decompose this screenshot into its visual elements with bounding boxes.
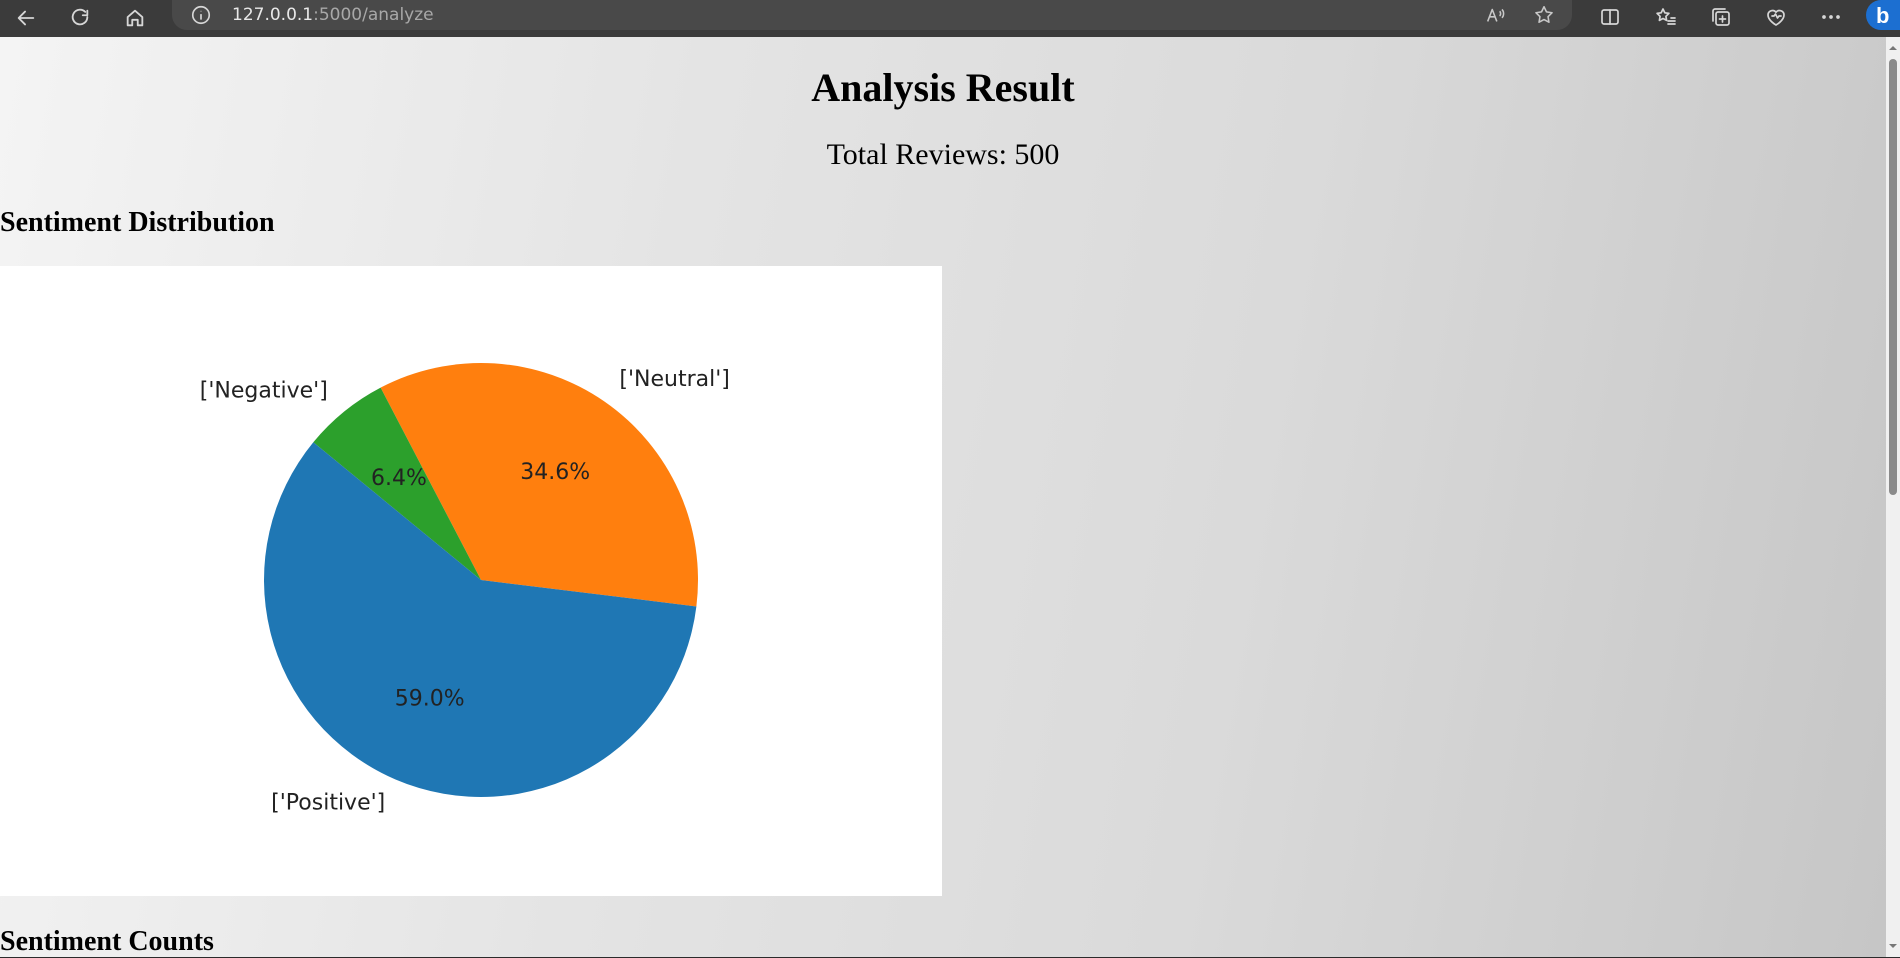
refresh-button[interactable]: [62, 3, 98, 33]
home-icon: [126, 9, 144, 27]
info-icon[interactable]: [190, 4, 212, 26]
pie-category-label-2: ['Positive']: [271, 790, 385, 815]
section-heading-counts: Sentiment Counts: [0, 926, 214, 957]
scroll-up-icon[interactable]: [1888, 43, 1898, 53]
read-aloud-icon[interactable]: [1482, 3, 1508, 27]
back-button[interactable]: [8, 3, 44, 33]
browser-toolbar: 127.0.0.1:5000/analyze b: [0, 0, 1900, 37]
scroll-down-icon[interactable]: [1888, 941, 1898, 951]
url-path: :5000/analyze: [313, 5, 434, 25]
browser-essentials-icon[interactable]: [1758, 2, 1794, 32]
section-heading-distribution: Sentiment Distribution: [0, 207, 275, 238]
refresh-icon: [71, 8, 89, 26]
pie-slice-0: [380, 363, 698, 607]
scroll-thumb[interactable]: [1889, 59, 1897, 495]
collections-icon[interactable]: [1703, 2, 1739, 32]
url-text[interactable]: 127.0.0.1:5000/analyze: [232, 5, 434, 25]
page-title: Analysis Result: [811, 65, 1075, 110]
more-options-icon[interactable]: [1813, 2, 1849, 32]
address-bar[interactable]: 127.0.0.1:5000/analyze: [172, 0, 1572, 30]
bing-icon: b: [1876, 3, 1890, 28]
pie-pct-label-0: 34.6%: [520, 460, 590, 485]
pie-pct-label-1: 6.4%: [371, 466, 427, 491]
page-scrollbar[interactable]: [1886, 37, 1900, 957]
favorites-icon[interactable]: [1648, 2, 1684, 32]
pie-pct-label-2: 59.0%: [395, 687, 465, 712]
total-reviews: Total Reviews: 500: [826, 138, 1060, 171]
favorite-star-icon[interactable]: [1531, 3, 1557, 27]
pie-category-label-0: ['Neutral']: [619, 367, 729, 392]
pie-slice-2: [264, 442, 697, 797]
sentiment-pie-chart: 34.6% ['Neutral'] 6.4% ['Negative'] 59.0% ['P…: [0, 266, 942, 896]
split-screen-icon[interactable]: [1592, 2, 1628, 32]
pie-slice-1: [313, 387, 481, 580]
pie-chart-svg: 34.6% ['Neutral'] 6.4% ['Negative'] 59.0% ['P…: [200, 363, 730, 815]
pie-category-label-1: ['Negative']: [200, 378, 328, 403]
url-host: 127.0.0.1: [232, 5, 314, 25]
arrow-left-icon: [17, 10, 35, 26]
home-button[interactable]: [117, 3, 153, 33]
copilot-button[interactable]: b: [1866, 0, 1900, 30]
page-content: Analysis Result Total Reviews: 500 Senti…: [0, 37, 1886, 957]
